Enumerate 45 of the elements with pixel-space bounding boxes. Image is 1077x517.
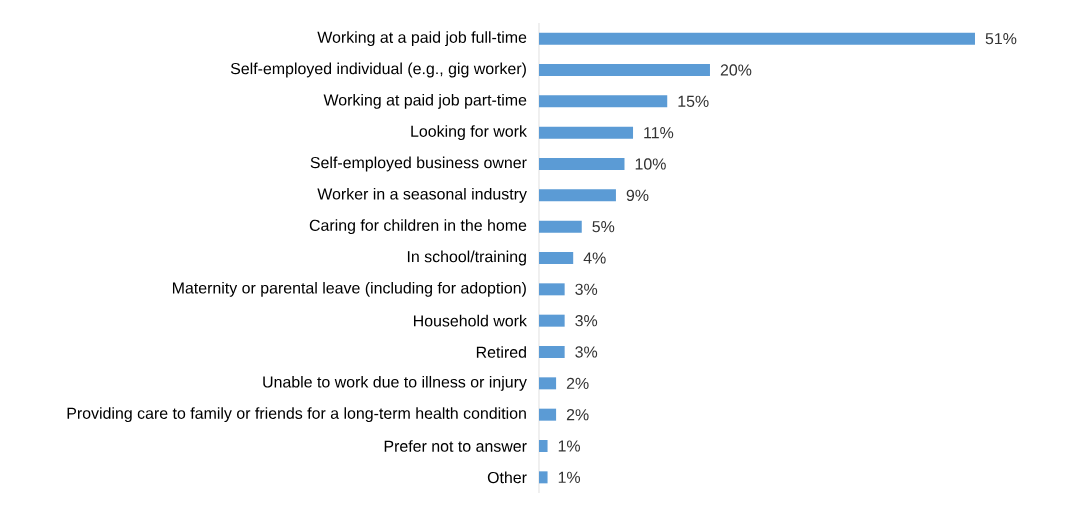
data-label: 11% <box>644 127 674 139</box>
data-label: 5% <box>592 221 615 233</box>
y-tick-label: Other <box>487 471 527 484</box>
data-label: 9% <box>626 189 649 201</box>
data-label: 3% <box>575 346 598 358</box>
y-tick-label: Unable to work due to illness or injury <box>263 375 527 391</box>
bar <box>539 158 625 170</box>
y-tick-label: Looking for work <box>411 125 527 141</box>
bar <box>539 32 975 45</box>
bar <box>539 189 616 202</box>
data-label: 15% <box>678 95 709 107</box>
bar <box>539 314 565 327</box>
y-tick-label: Caring for children in the home <box>309 219 527 235</box>
bar <box>539 220 582 233</box>
data-label: 2% <box>566 377 589 389</box>
data-label: 4% <box>583 252 606 264</box>
y-tick-label: Retired <box>476 346 526 358</box>
y-tick-label: Maternity or parental leave (including for adoption) <box>172 281 526 297</box>
y-tick-label: Self-employed business owner <box>310 156 527 172</box>
y-tick-label: Household work <box>414 314 527 327</box>
data-label: 1% <box>558 471 581 483</box>
y-tick-label: Self-employed individual (e.g., gig worker) <box>230 62 526 78</box>
bar <box>539 440 548 452</box>
y-tick-label: Working at paid job part-time <box>323 93 527 109</box>
bar <box>539 377 557 390</box>
bar <box>539 64 710 76</box>
data-label: 2% <box>566 409 589 421</box>
data-label: 20% <box>720 64 752 76</box>
bar <box>539 252 574 264</box>
bar <box>539 283 565 296</box>
y-tick-label: Prefer not to answer <box>384 440 527 452</box>
y-tick-label: Worker in a seasonal industry <box>317 187 527 203</box>
bar <box>539 471 548 484</box>
y-tick-label: Providing care to family or friends for a long-term health condition <box>67 407 526 423</box>
data-label: 3% <box>575 315 598 327</box>
data-label: 51% <box>985 33 1017 45</box>
bar <box>539 346 565 358</box>
data-label: 1% <box>558 440 581 452</box>
bar <box>539 95 668 108</box>
bar <box>539 408 557 421</box>
data-label: 10% <box>635 158 666 170</box>
y-tick-label: Working at a paid job full-time <box>317 31 527 47</box>
y-tick-label: In school/training <box>407 250 526 266</box>
bar <box>539 126 634 139</box>
data-label: 3% <box>575 283 598 295</box>
